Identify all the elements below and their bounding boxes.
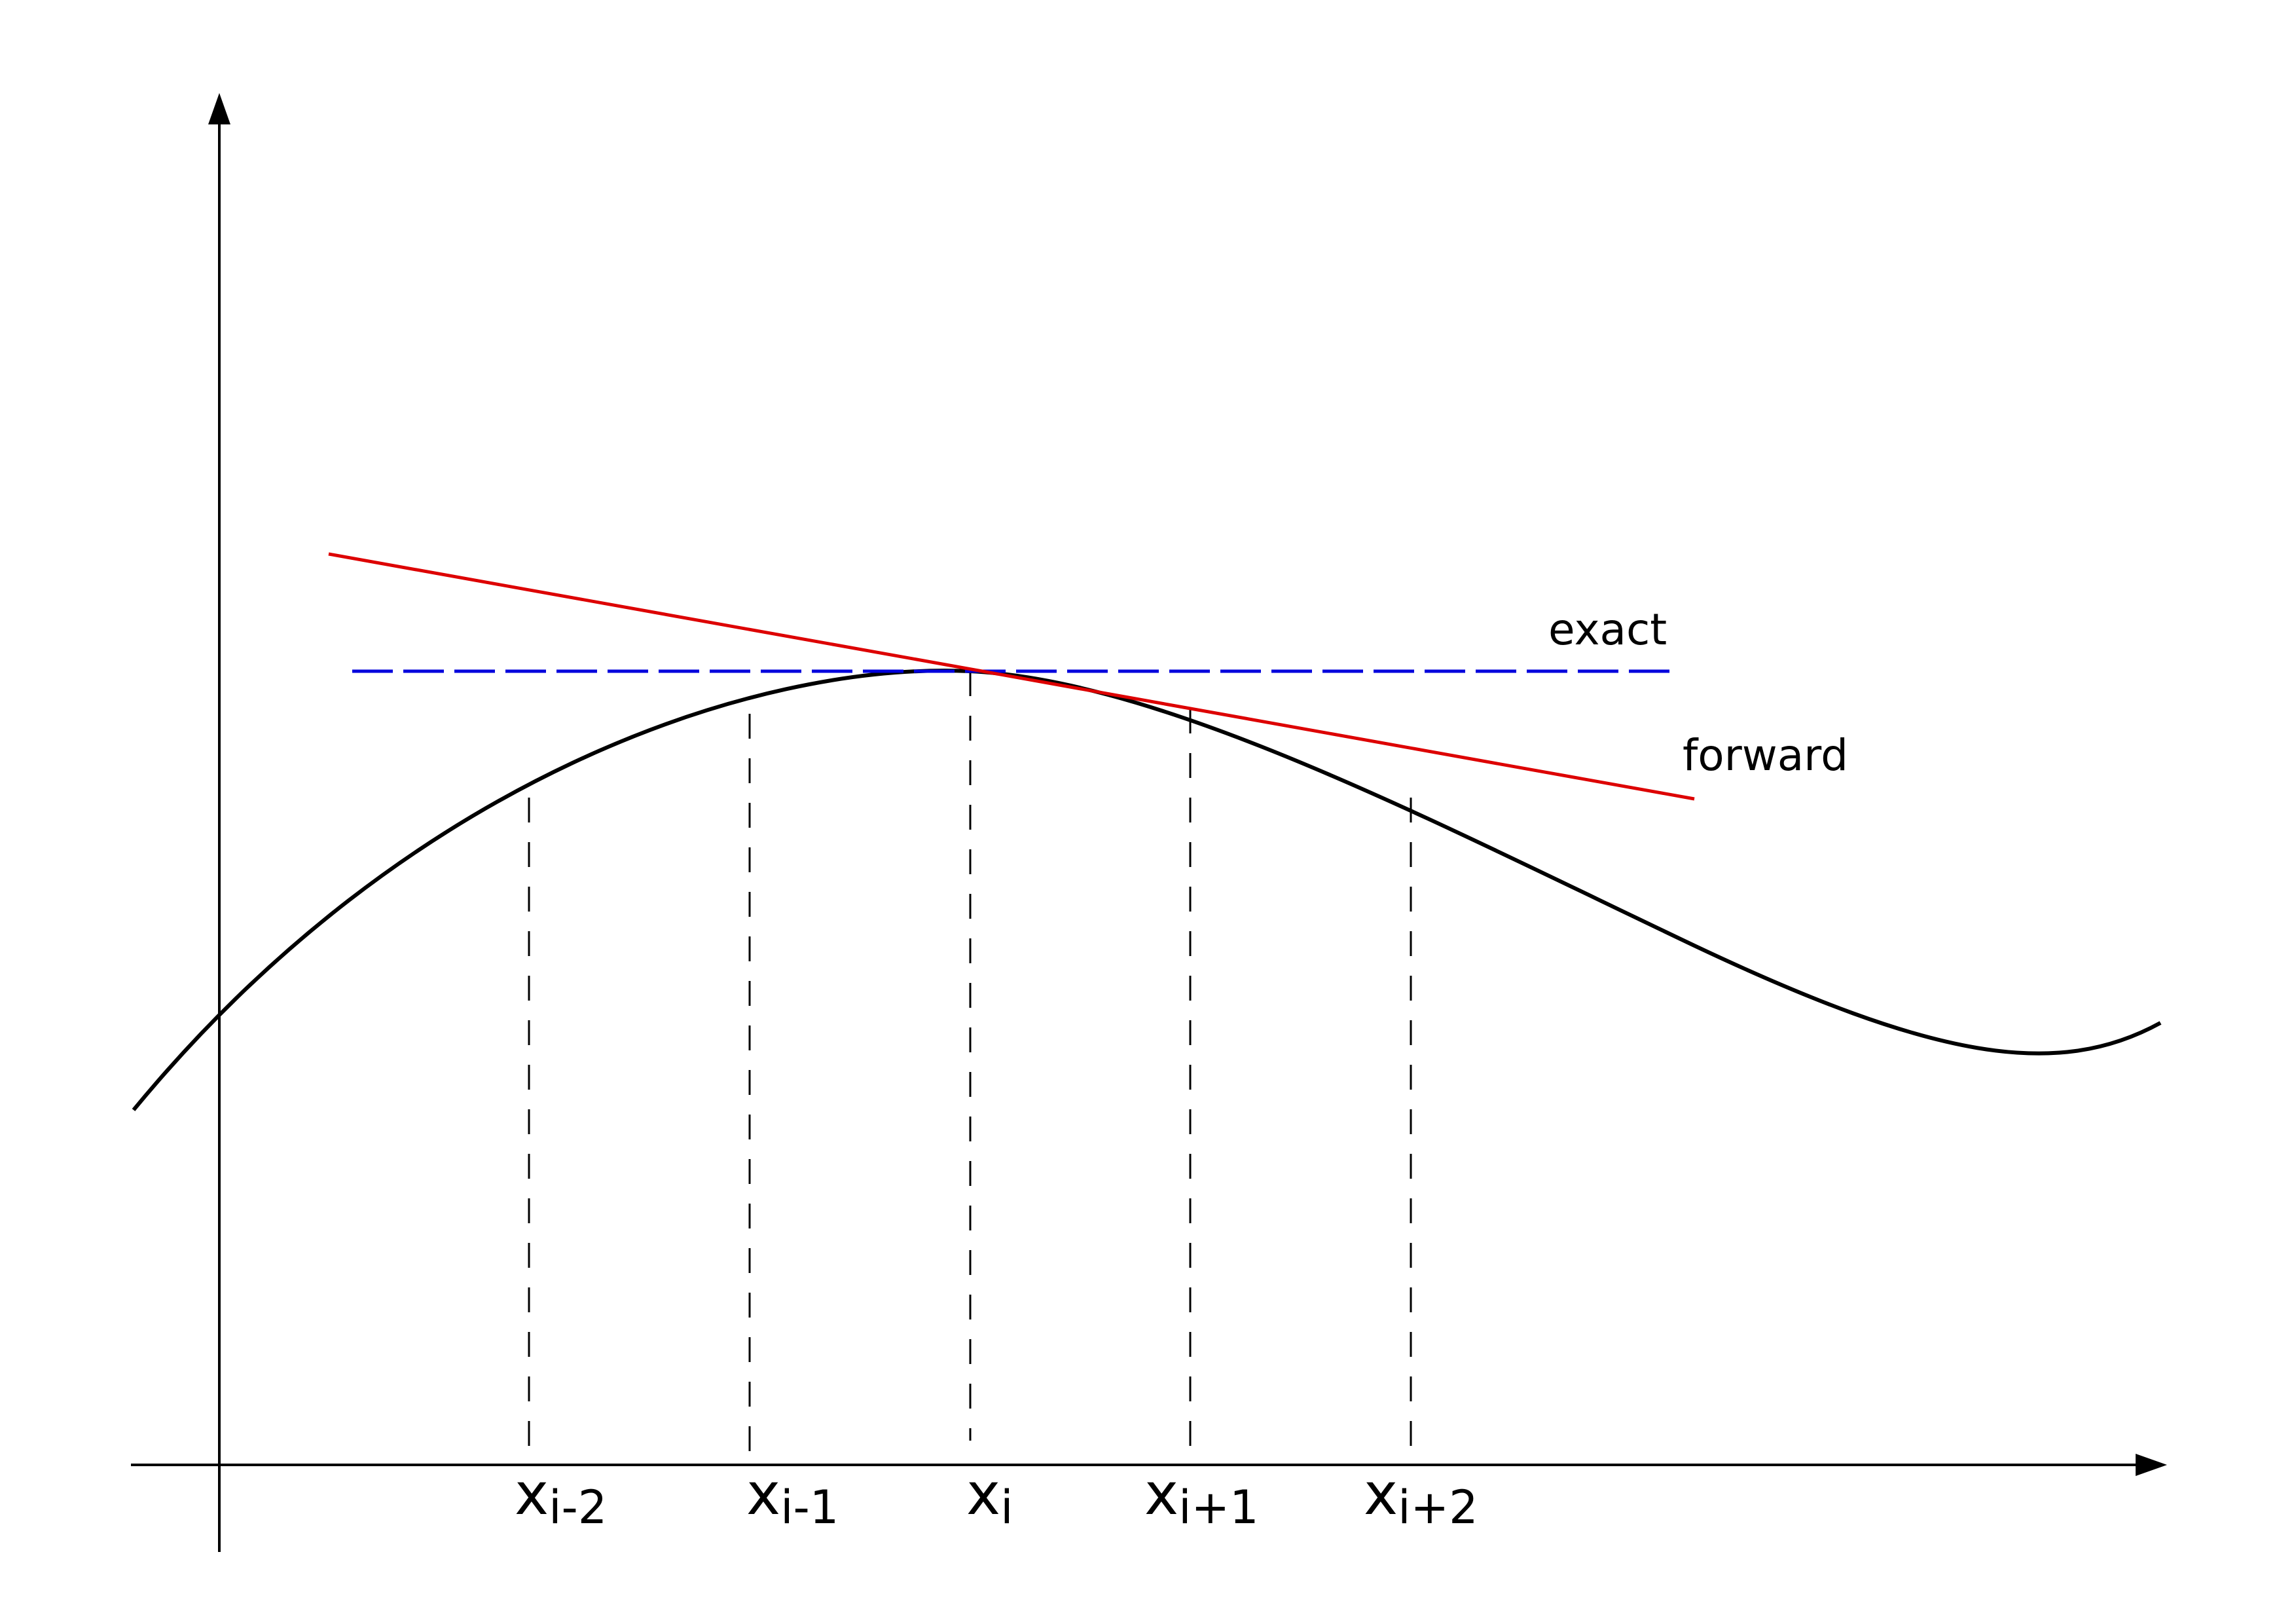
tick-subscript: i-2 <box>549 1481 607 1534</box>
forward-difference-line <box>328 552 1695 801</box>
tick-subscript: i+1 <box>1178 1481 1259 1534</box>
tick-subscript: i-1 <box>780 1481 839 1534</box>
tick-base: x <box>746 1460 780 1528</box>
axes <box>131 93 2167 1552</box>
tick-subscript: i+2 <box>1398 1481 1478 1534</box>
tick-base: x <box>1364 1460 1398 1528</box>
exact-label: exact <box>1548 604 1667 655</box>
tick-label-x-i-minus-1: xi-1 <box>746 1460 839 1534</box>
tick-base: x <box>1144 1460 1178 1528</box>
y-axis-arrow <box>208 93 230 124</box>
x-axis-arrow <box>2136 1454 2167 1476</box>
tick-base: x <box>966 1460 1000 1528</box>
tick-label-x-i-plus-1: xi+1 <box>1144 1460 1259 1534</box>
tick-base: x <box>515 1460 549 1528</box>
forward-label: forward <box>1683 730 1848 781</box>
function-curve <box>132 669 2162 1111</box>
tick-subscript: i <box>1000 1481 1013 1534</box>
tick-label-x-i-plus-2: xi+2 <box>1364 1460 1478 1534</box>
tick-label-x-i-minus-2: xi-2 <box>515 1460 607 1534</box>
tick-labels: xi-2 xi-1 xi xi+1 xi+2 <box>515 1460 1478 1534</box>
grid-guides <box>528 671 1412 1465</box>
tick-label-x-i: xi <box>966 1460 1013 1534</box>
